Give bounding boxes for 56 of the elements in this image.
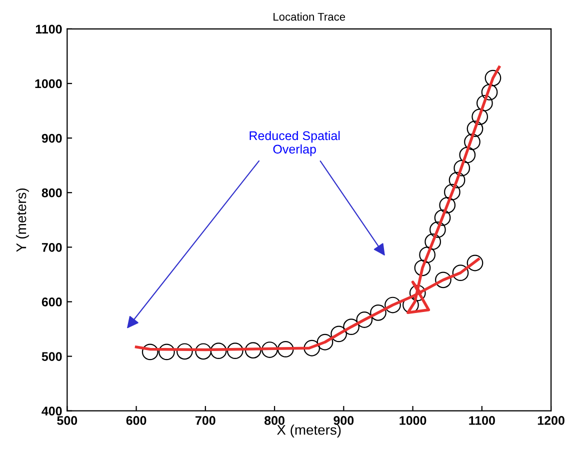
x-tick-label: 1000	[400, 416, 426, 425]
point	[244, 342, 262, 358]
point	[409, 284, 426, 302]
point	[435, 272, 452, 288]
x-tick-label: 500	[57, 416, 78, 425]
point	[316, 334, 334, 350]
point	[452, 264, 469, 282]
point	[384, 296, 401, 314]
point	[448, 172, 466, 188]
y-tick-label: 700	[42, 242, 62, 252]
point	[262, 342, 278, 358]
x-tick-label: 600	[126, 416, 146, 425]
point	[210, 342, 227, 360]
y-tick-label: 400	[42, 406, 62, 416]
point	[439, 196, 456, 214]
point	[459, 146, 476, 164]
point	[434, 210, 451, 226]
point	[484, 70, 502, 86]
x-tick-label: 700	[196, 416, 216, 425]
point	[343, 318, 360, 336]
point	[481, 84, 498, 100]
y-tick-label: 900	[42, 134, 62, 143]
x-axis-title: X (meters)	[277, 424, 341, 438]
point	[226, 342, 244, 360]
point	[464, 134, 480, 150]
point	[419, 246, 436, 264]
point	[158, 344, 175, 360]
point	[466, 254, 484, 272]
x-tick-label: 800	[264, 416, 284, 425]
chart-title: Location Trace	[274, 12, 346, 21]
point	[429, 222, 446, 238]
point	[304, 340, 320, 356]
x-tick-label: 900	[334, 416, 354, 425]
y-tick-label: 1100	[36, 24, 62, 34]
point	[370, 304, 386, 321]
point	[444, 184, 460, 200]
y-tick-label: 1000	[35, 79, 62, 88]
point	[195, 343, 212, 360]
y-tick-label: 800	[42, 188, 62, 198]
y-tick-label: 600	[42, 298, 62, 306]
point	[414, 260, 431, 276]
y-axis-title: Y (meters)	[16, 188, 29, 252]
point	[472, 108, 488, 125]
point	[466, 120, 484, 137]
x-tick-label: 1200	[538, 416, 564, 425]
point	[454, 160, 470, 176]
point	[424, 234, 442, 250]
point	[476, 94, 493, 112]
y-tick-label: 500	[42, 352, 62, 361]
point	[176, 343, 193, 360]
x-tick-label: 1100	[469, 416, 495, 425]
point	[142, 344, 158, 360]
point	[356, 312, 373, 328]
annotation: Reduced Spatial Overlap	[250, 130, 340, 156]
point	[330, 326, 348, 342]
point	[277, 341, 294, 358]
